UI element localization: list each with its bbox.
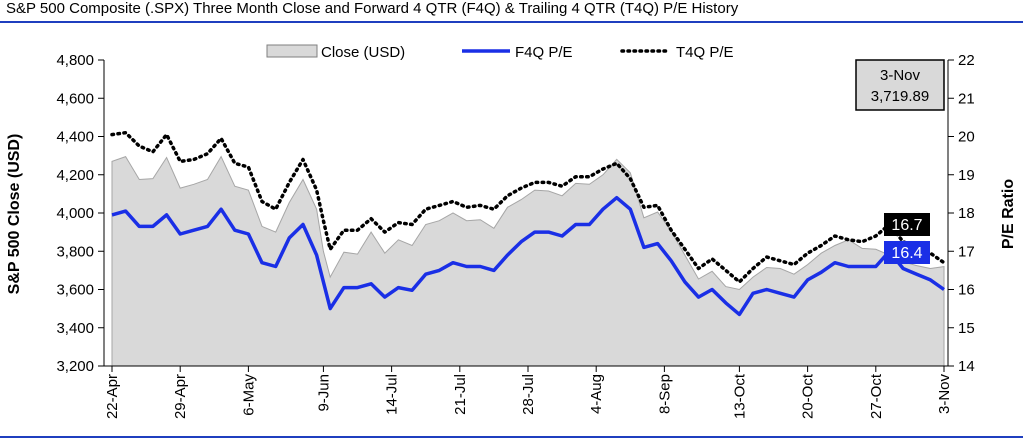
x-tick-label: 9-Jun — [315, 374, 332, 412]
x-tick-label: 3-Nov — [936, 374, 953, 415]
x-tick-label: 8-Sep — [656, 374, 673, 414]
svg-text:16.7: 16.7 — [891, 217, 922, 234]
right-tick-label: 15 — [958, 320, 975, 337]
right-tick-label: 20 — [958, 129, 975, 146]
right-tick-label: 14 — [958, 358, 975, 375]
left-tick-label: 4,800 — [56, 52, 94, 69]
f4q-end-label: 16.4 — [884, 241, 930, 264]
right-tick-label: 18 — [958, 205, 975, 222]
x-tick-label: 28-Jul — [520, 374, 537, 415]
left-axis-ticks: 3,200 3,400 3,600 3,800 4,000 4,200 4,400 4,600… — [56, 52, 104, 375]
legend-t4q-label: T4Q P/E — [676, 44, 734, 61]
left-tick-label: 3,600 — [56, 282, 94, 299]
f4q-pe-line — [111, 195, 946, 317]
callout-date: 3-Nov — [880, 67, 921, 84]
left-tick-label: 4,000 — [56, 205, 94, 222]
right-axis-title: P/E Ratio — [1000, 179, 1017, 249]
right-tick-label: 16 — [958, 282, 975, 299]
x-axis-ticks: 22-Apr 29-Apr 6-May 9-Jun 14-Jul 21-Jul 28-Jul… — [104, 366, 953, 419]
x-tick-label: 21-Jul — [452, 374, 469, 415]
right-tick-label: 21 — [958, 90, 975, 107]
t4q-end-label: 16.7 — [884, 213, 930, 236]
legend: Close (USD) F4Q P/E T4Q P/E — [266, 44, 734, 61]
x-tick-label: 29-Apr — [172, 374, 189, 419]
pe-lines-layer — [110, 130, 946, 317]
close-area — [111, 155, 945, 367]
right-axis-ticks: 14 15 16 17 18 19 20 21 22 — [948, 52, 975, 375]
callout-value: 3,719.89 — [871, 88, 929, 105]
t4q-pe-line — [110, 130, 946, 284]
close-area-layer — [111, 155, 945, 367]
left-tick-label: 3,200 — [56, 358, 94, 375]
left-axis-title: S&P 500 Close (USD) — [6, 134, 23, 295]
last-close-callout: 3-Nov 3,719.89 — [855, 59, 945, 111]
x-tick-label: 13-Oct — [731, 373, 748, 419]
left-tick-label: 4,400 — [56, 129, 94, 146]
x-tick-label: 27-Oct — [868, 373, 885, 419]
x-tick-label: 4-Aug — [588, 374, 605, 414]
x-tick-label: 22-Apr — [104, 374, 121, 419]
x-tick-label: 14-Jul — [384, 374, 401, 415]
legend-close-label: Close (USD) — [321, 44, 405, 61]
right-tick-label: 22 — [958, 52, 975, 69]
left-tick-label: 3,800 — [56, 243, 94, 260]
left-tick-label: 3,400 — [56, 320, 94, 337]
left-tick-label: 4,200 — [56, 167, 94, 184]
x-tick-label: 20-Oct — [800, 373, 817, 419]
right-tick-label: 17 — [958, 243, 975, 260]
chart-title: S&P 500 Composite (.SPX) Three Month Clo… — [6, 0, 739, 17]
legend-close-swatch — [266, 44, 318, 58]
x-tick-label: 6-May — [240, 374, 257, 416]
left-tick-label: 4,600 — [56, 90, 94, 107]
right-tick-label: 19 — [958, 167, 975, 184]
svg-text:16.4: 16.4 — [891, 245, 922, 262]
legend-f4q-label: F4Q P/E — [515, 44, 573, 61]
